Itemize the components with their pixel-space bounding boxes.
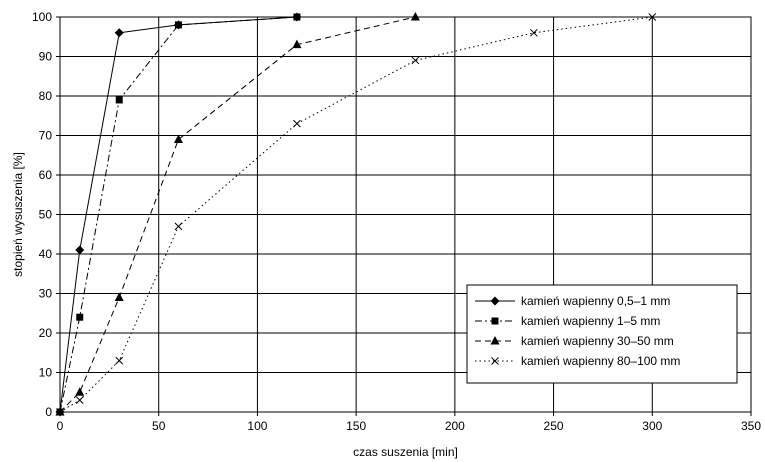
data-point-diamond xyxy=(114,28,124,38)
data-point-x xyxy=(174,222,183,231)
data-point-diamond xyxy=(75,245,85,255)
y-tick-label: 60 xyxy=(39,168,53,182)
data-point-triangle xyxy=(292,39,302,49)
data-point-triangle xyxy=(114,292,124,301)
data-point-square xyxy=(76,313,84,321)
y-tick-label: 90 xyxy=(39,50,53,64)
series-3 xyxy=(55,12,420,416)
y-tick-label: 30 xyxy=(39,287,53,301)
y-tick-label: 40 xyxy=(39,247,53,261)
x-tick-label: 0 xyxy=(57,419,64,433)
y-tick-label: 70 xyxy=(39,129,53,143)
x-marker-stroke xyxy=(529,28,538,37)
data-point-triangle xyxy=(173,134,183,143)
legend-marker-diamond xyxy=(490,296,500,306)
x-tick-label: 50 xyxy=(152,419,166,433)
y-tick-label: 50 xyxy=(39,208,53,222)
data-point-x xyxy=(115,356,124,365)
data-point-square xyxy=(174,21,182,29)
legend-label: kamień wapienny 30–50 mm xyxy=(521,334,674,348)
y-tick-label: 0 xyxy=(45,405,52,419)
x-marker-stroke xyxy=(648,13,657,21)
data-point-x xyxy=(75,396,84,405)
legend-marker-triangle xyxy=(490,336,500,345)
legend-item: kamień wapienny 1–5 mm xyxy=(475,314,660,328)
series-line-4 xyxy=(59,16,653,413)
x-marker-stroke xyxy=(56,408,64,416)
x-tick-label: 100 xyxy=(247,419,267,433)
y-tick-label: 80 xyxy=(39,89,53,103)
data-point-x xyxy=(56,408,64,416)
x-axis-ticks: 0 50 100 150 200 250 300 350 xyxy=(57,412,761,433)
legend: kamień wapienny 0,5–1 mm kamień wapienny … xyxy=(466,284,738,384)
data-point-square xyxy=(293,13,301,21)
data-point-x xyxy=(648,13,657,21)
x-tick-label: 150 xyxy=(346,419,366,433)
x-marker-stroke xyxy=(115,356,124,365)
x-tick-label: 200 xyxy=(445,419,465,433)
y-tick-label: 10 xyxy=(39,366,53,380)
legend-item: kamień wapienny 30–50 mm xyxy=(475,334,674,348)
legend-label: kamień wapienny 1–5 mm xyxy=(521,314,660,328)
data-point-triangle xyxy=(55,407,65,416)
x-marker-stroke xyxy=(75,396,84,405)
data-point-triangle xyxy=(75,387,85,396)
legend-label: kamień wapienny 80–100 mm xyxy=(521,354,680,368)
legend-marker-square xyxy=(491,317,499,325)
data-point-x xyxy=(529,28,538,37)
x-tick-label: 350 xyxy=(741,419,761,433)
y-axis-ticks: 0 10 20 30 40 50 60 70 80 90 100 xyxy=(32,10,60,419)
x-axis-title: czas suszenia [min] xyxy=(353,445,458,459)
data-point-triangle xyxy=(410,12,420,21)
data-point-x xyxy=(293,119,301,128)
series-4 xyxy=(56,13,657,416)
x-marker-stroke xyxy=(293,119,301,128)
legend-marker-x xyxy=(491,357,499,365)
x-marker-stroke xyxy=(174,222,183,231)
legend-label: kamień wapienny 0,5–1 mm xyxy=(521,294,670,308)
x-marker-stroke xyxy=(491,357,499,365)
x-tick-label: 250 xyxy=(544,419,564,433)
data-point-x xyxy=(411,56,420,65)
y-axis-title: stopień wysuszenia [%] xyxy=(11,152,25,277)
data-point-square xyxy=(115,96,123,104)
legend-item: kamień wapienny 80–100 mm xyxy=(475,354,680,368)
y-tick-label: 20 xyxy=(39,326,53,340)
legend-item: kamień wapienny 0,5–1 mm xyxy=(475,294,670,308)
series-group xyxy=(55,12,657,417)
y-tick-label: 100 xyxy=(32,10,52,24)
x-marker-stroke xyxy=(411,56,420,65)
x-tick-label: 300 xyxy=(642,419,662,433)
grid xyxy=(60,17,751,412)
